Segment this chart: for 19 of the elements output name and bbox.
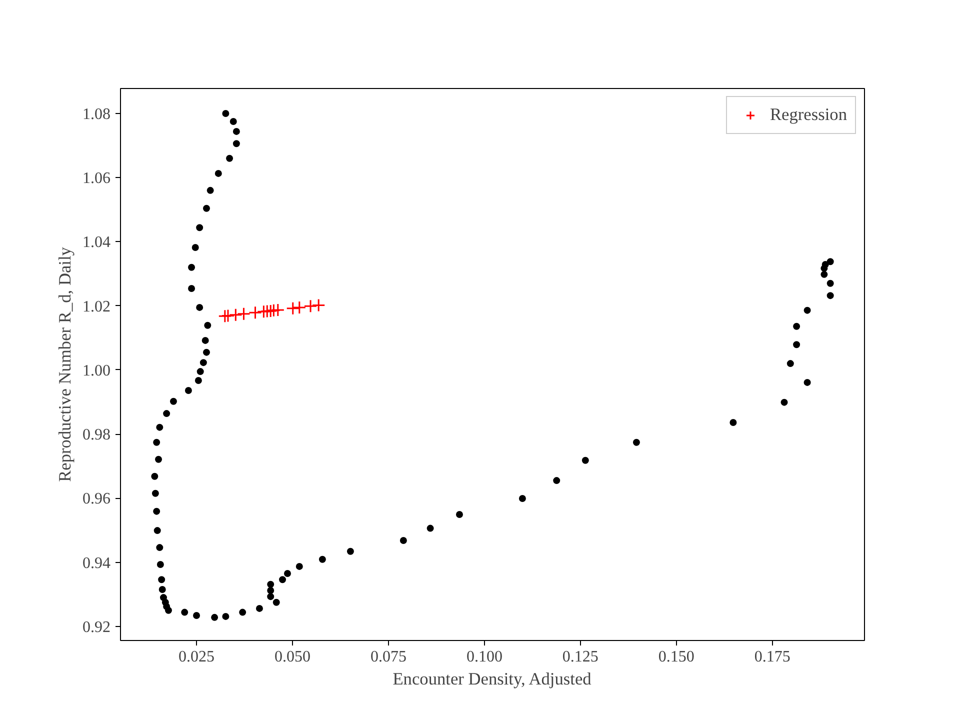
y-tick-label: 0.96	[82, 490, 110, 508]
x-tick-label: 0.100	[466, 648, 502, 666]
y-tick-label: 1.08	[82, 106, 110, 124]
y-tick-label: 1.06	[82, 170, 110, 188]
x-tick-label: 0.175	[754, 648, 790, 666]
x-tick-label: 0.125	[562, 648, 598, 666]
y-tick-label: 1.04	[82, 234, 110, 252]
y-tick-label: 1.00	[82, 362, 110, 380]
x-axis-title: Encounter Density, Adjusted	[392, 670, 592, 688]
x-tick-label: 0.150	[658, 648, 694, 666]
y-axis-title: Reproductive Number R_d, Daily	[56, 246, 74, 482]
x-tick-label: 0.025	[178, 648, 215, 666]
x-tick-label: 0.050	[274, 648, 310, 666]
y-tick-label: 1.02	[82, 298, 110, 316]
x-tick-label: 0.075	[370, 648, 406, 666]
y-tick-label: 0.98	[82, 426, 110, 444]
legend-label: Regression	[770, 105, 847, 125]
y-tick-label: 0.94	[82, 554, 110, 572]
y-tick-label: 0.92	[82, 618, 110, 636]
